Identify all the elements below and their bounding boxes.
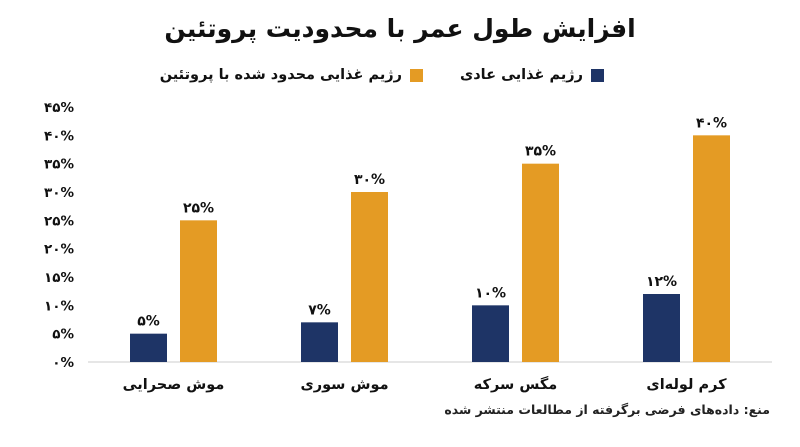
data-label: ۳۵% [525,144,556,160]
y-tick-label: ۴۵% [44,100,74,116]
y-tick-label: ۵% [52,327,74,343]
data-label: ۷% [308,302,331,318]
data-label: ۲۵% [183,200,214,216]
legend-item-normal-diet: رژیم غذایی عادی [460,66,604,84]
data-label: ۱۰% [475,285,506,301]
data-label: ۵% [137,314,160,330]
x-tick-label: موش صحرایی [123,377,225,393]
x-tick-label: کرم لوله‌ای [646,377,727,393]
bar-normal-3 [643,294,680,362]
chart-legend: رژیم غذایی عادی رژیم غذایی محدود شده با … [0,66,800,88]
y-tick-label: ۰% [52,355,74,371]
legend-item-restricted-diet: رژیم غذایی محدود شده با پروتئین [160,66,423,84]
data-label: ۱۲% [646,274,677,290]
bar-normal-1 [301,322,338,362]
data-label: ۳۰% [354,172,385,188]
bar-normal-0 [130,333,167,362]
legend-label-normal-diet: رژیم غذایی عادی [459,67,583,83]
x-tick-label: مگس سرکه [474,375,557,393]
y-tick-label: ۲۵% [44,213,74,229]
y-tick-label: ۱۰% [44,298,74,314]
legend-label-restricted-diet: رژیم غذایی محدود شده با پروتئین [159,67,402,83]
bar-normal-2 [472,305,509,362]
bar-restricted-1 [351,192,388,362]
legend-swatch-normal-diet [591,68,604,82]
legend-swatch-restricted-diet [410,68,423,82]
bar-restricted-0 [180,220,217,362]
y-tick-label: ۴۰% [44,128,74,144]
y-tick-label: ۱۵% [44,270,74,286]
x-tick-label: موش سوری [300,377,388,393]
data-label: ۴۰% [696,115,727,131]
y-tick-label: ۳۰% [44,185,74,201]
source-note: منع: داده‌های فرضی برگرفته از مطالعات من… [444,402,770,417]
y-tick-label: ۲۰% [44,242,74,258]
bar-restricted-3 [693,135,730,362]
chart-title: افزایش طول عمر با محدودیت پروتئین [164,14,636,43]
y-tick-label: ۳۵% [44,157,74,173]
bar-restricted-2 [522,163,559,362]
